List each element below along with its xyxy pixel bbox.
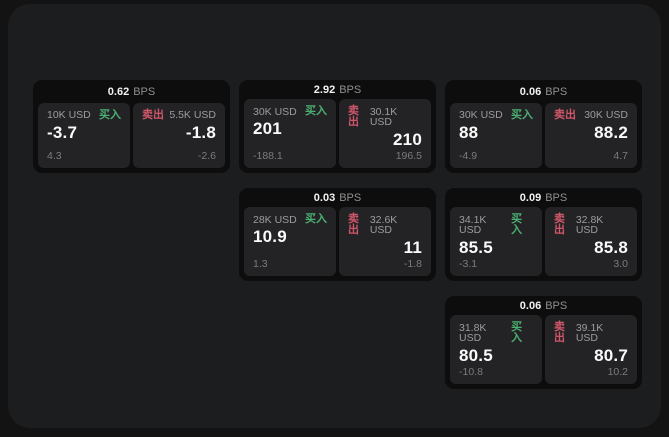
buy-amount: 28K USD — [253, 213, 297, 226]
bps-unit-label: BPS — [339, 83, 362, 96]
sell-panel[interactable]: 卖出 30.1K USD 210 196.5 — [339, 99, 431, 168]
sell-price: 85.8 — [594, 238, 628, 258]
sell-label: 卖出 — [348, 105, 359, 129]
buy-panel[interactable]: 30K USD 买入 88 -4.9 — [450, 103, 542, 168]
card-header: 2.92 BPS — [244, 80, 431, 99]
buy-amount: 34.1K USD — [459, 213, 487, 237]
buy-price: 88 — [459, 123, 479, 142]
sell-delta: 196.5 — [395, 150, 422, 162]
buy-panel[interactable]: 30K USD 买入 201 -188.1 — [244, 99, 336, 168]
app-window: 0.62 BPS 10K USD 买入 -3.7 4.3 卖出 5.5K USD — [8, 4, 661, 428]
sell-delta: -2.6 — [197, 150, 216, 162]
sell-amount: 32.6K USD — [369, 213, 398, 237]
buy-panel[interactable]: 34.1K USD 买入 85.5 -3.1 — [450, 207, 542, 276]
quote-card-grid: 0.62 BPS 10K USD 买入 -3.7 4.3 卖出 5.5K USD — [33, 80, 642, 389]
buy-label: 买入 — [511, 109, 533, 121]
buy-amount: 31.8K USD — [459, 321, 487, 345]
buy-delta: 1.3 — [253, 258, 268, 270]
buy-sell-panels: 30K USD 买入 201 -188.1 卖出 30.1K USD 210 1… — [244, 99, 431, 168]
sell-label: 卖出 — [554, 321, 565, 345]
card-header: 0.62 BPS — [38, 80, 225, 103]
bps-value: 0.03 — [313, 191, 336, 204]
sell-amount: 5.5K USD — [169, 109, 216, 122]
buy-delta: -188.1 — [253, 150, 283, 162]
buy-label: 买入 — [511, 213, 523, 237]
sell-amount: 30K USD — [584, 109, 628, 122]
buy-amount: 30K USD — [253, 105, 297, 118]
bps-unit-label: BPS — [545, 299, 568, 312]
sell-label: 卖出 — [554, 213, 565, 237]
buy-label: 买入 — [99, 109, 121, 121]
quote-card: 0.06 BPS 30K USD 买入 88 -4.9 卖出 30K USD — [445, 80, 642, 173]
buy-panel[interactable]: 28K USD 买入 10.9 1.3 — [244, 207, 336, 276]
buy-delta: -3.1 — [459, 258, 478, 270]
sell-price: 88.2 — [594, 123, 628, 142]
sell-delta: 3.0 — [613, 258, 628, 270]
buy-price: 85.5 — [459, 238, 493, 258]
card-header: 0.06 BPS — [450, 296, 637, 315]
buy-sell-panels: 31.8K USD 买入 80.5 -10.8 卖出 39.1K USD 80.… — [450, 315, 637, 384]
sell-price: -1.8 — [185, 123, 216, 142]
sell-amount: 39.1K USD — [575, 321, 604, 345]
buy-price: 10.9 — [253, 227, 287, 247]
card-header: 0.03 BPS — [244, 188, 431, 207]
bps-unit-label: BPS — [545, 191, 568, 204]
buy-label: 买入 — [305, 213, 327, 226]
sell-panel[interactable]: 卖出 32.6K USD 11 -1.8 — [339, 207, 431, 276]
bps-value: 0.09 — [519, 191, 542, 204]
bps-unit-label: BPS — [133, 85, 156, 98]
sell-panel[interactable]: 卖出 39.1K USD 80.7 10.2 — [545, 315, 637, 384]
sell-amount: 30.1K USD — [369, 105, 398, 129]
buy-label: 买入 — [511, 321, 523, 345]
buy-price: 201 — [253, 119, 282, 139]
sell-delta: -1.8 — [403, 258, 422, 270]
card-header: 0.06 BPS — [450, 80, 637, 103]
buy-sell-panels: 34.1K USD 买入 85.5 -3.1 卖出 32.8K USD 85.8… — [450, 207, 637, 276]
buy-amount: 10K USD — [47, 109, 91, 122]
bps-value: 2.92 — [313, 83, 336, 96]
quote-card: 0.03 BPS 28K USD 买入 10.9 1.3 卖出 32.6K US… — [239, 188, 436, 281]
sell-amount: 32.8K USD — [575, 213, 604, 237]
buy-delta: 4.3 — [47, 150, 62, 162]
buy-sell-panels: 10K USD 买入 -3.7 4.3 卖出 5.5K USD -1.8 -2.… — [38, 103, 225, 168]
buy-price: -3.7 — [47, 123, 78, 142]
sell-label: 卖出 — [348, 213, 359, 237]
sell-panel[interactable]: 卖出 30K USD 88.2 4.7 — [545, 103, 637, 168]
quote-card: 0.62 BPS 10K USD 买入 -3.7 4.3 卖出 5.5K USD — [33, 80, 230, 173]
sell-price: 210 — [393, 130, 422, 150]
sell-label: 卖出 — [554, 109, 576, 121]
buy-label: 买入 — [305, 105, 327, 118]
sell-delta: 4.7 — [613, 150, 628, 162]
buy-panel[interactable]: 31.8K USD 买入 80.5 -10.8 — [450, 315, 542, 384]
quote-card: 2.92 BPS 30K USD 买入 201 -188.1 卖出 30.1K … — [239, 80, 436, 173]
sell-price: 80.7 — [594, 346, 628, 366]
sell-delta: 10.2 — [607, 366, 628, 378]
bps-unit-label: BPS — [339, 191, 362, 204]
sell-panel[interactable]: 卖出 32.8K USD 85.8 3.0 — [545, 207, 637, 276]
sell-label: 卖出 — [142, 109, 164, 121]
bps-value: 0.06 — [519, 85, 542, 98]
buy-amount: 30K USD — [459, 109, 503, 122]
quote-card: 0.06 BPS 31.8K USD 买入 80.5 -10.8 卖出 39.1… — [445, 296, 642, 389]
sell-panel[interactable]: 卖出 5.5K USD -1.8 -2.6 — [133, 103, 225, 168]
buy-delta: -10.8 — [459, 366, 483, 378]
buy-sell-panels: 28K USD 买入 10.9 1.3 卖出 32.6K USD 11 -1.8 — [244, 207, 431, 276]
buy-sell-panels: 30K USD 买入 88 -4.9 卖出 30K USD 88.2 4.7 — [450, 103, 637, 168]
buy-price: 80.5 — [459, 346, 493, 366]
bps-value: 0.62 — [107, 85, 130, 98]
buy-panel[interactable]: 10K USD 买入 -3.7 4.3 — [38, 103, 130, 168]
quote-card: 0.09 BPS 34.1K USD 买入 85.5 -3.1 卖出 32.8K… — [445, 188, 642, 281]
sell-price: 11 — [403, 238, 422, 258]
buy-delta: -4.9 — [459, 150, 478, 162]
bps-value: 0.06 — [519, 299, 542, 312]
card-header: 0.09 BPS — [450, 188, 637, 207]
bps-unit-label: BPS — [545, 85, 568, 98]
